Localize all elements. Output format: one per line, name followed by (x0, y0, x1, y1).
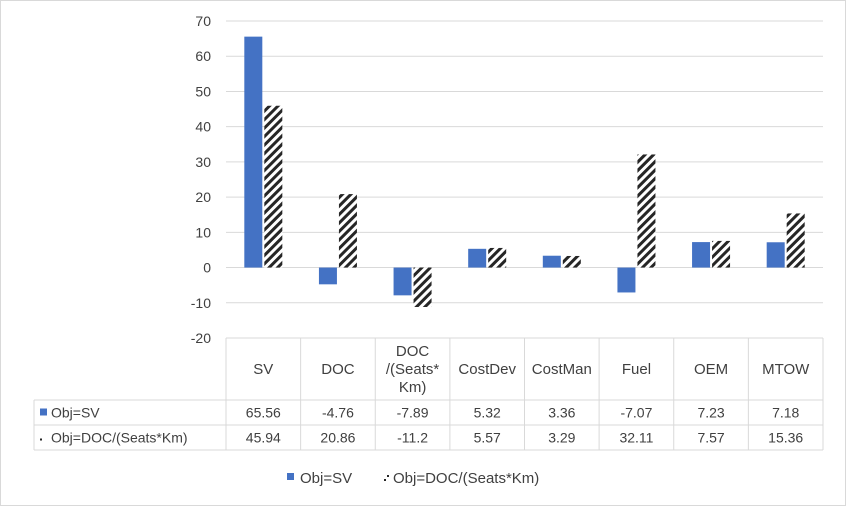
data-table-cell: 3.29 (548, 430, 575, 446)
bar-obj-sv (542, 255, 561, 268)
category-label: SV (253, 361, 273, 378)
data-table-cell: -4.76 (322, 405, 354, 421)
bar-obj-sv (318, 267, 337, 285)
bar-obj-doc (488, 247, 507, 268)
y-tick-label: 10 (195, 224, 211, 240)
y-tick-label: -10 (191, 295, 211, 311)
series-key-obj-doc (40, 438, 42, 441)
y-tick-label: 30 (195, 154, 211, 170)
series-key-obj-sv (40, 408, 47, 416)
bar-obj-sv (468, 248, 487, 268)
data-table-cell: -7.07 (620, 405, 652, 421)
data-table-cell: 3.36 (548, 405, 575, 421)
y-tick-label: -20 (191, 330, 211, 346)
y-tick-label: 60 (195, 48, 211, 64)
data-table-cell: 65.56 (246, 405, 281, 421)
category-label: /(Seats* (386, 361, 440, 378)
category-label: DOC (321, 361, 355, 378)
data-table-cell: -11.2 (397, 430, 428, 446)
data-table-cell: 5.57 (474, 430, 501, 446)
y-axis-ticks: 70 60 50 40 30 20 10 0 -10 -20 (191, 13, 211, 346)
data-table-cell: 15.36 (768, 430, 803, 446)
category-label: CostMan (532, 361, 592, 378)
legend-key-obj-doc (387, 475, 389, 477)
legend-key-obj-doc (384, 479, 386, 481)
legend-key-obj-sv (287, 473, 294, 480)
y-tick-label: 50 (195, 83, 211, 99)
data-table-cell: 45.94 (246, 430, 281, 446)
bar-obj-doc (338, 194, 357, 268)
data-table-cell: 7.57 (697, 430, 724, 446)
legend-label-obj-doc: Obj=DOC/(Seats*Km) (393, 470, 539, 487)
category-label: Km) (399, 379, 427, 396)
y-tick-label: 20 (195, 189, 211, 205)
bar-obj-doc (786, 213, 805, 268)
data-table-cell: -7.89 (397, 405, 429, 421)
y-tick-label: 70 (195, 13, 211, 29)
bar-obj-sv (393, 267, 412, 296)
data-table-cell: 20.86 (320, 430, 355, 446)
data-table-cell: 7.23 (697, 405, 724, 421)
bar-obj-doc (413, 267, 432, 308)
y-tick-label: 0 (203, 260, 211, 276)
legend-label-obj-sv: Obj=SV (300, 470, 352, 487)
data-table-cell: 32.11 (619, 430, 653, 446)
category-label: DOC (396, 343, 430, 360)
bars (244, 36, 805, 308)
bar-obj-doc (264, 105, 283, 268)
series-row-name: Obj=DOC/(Seats*Km) (51, 430, 188, 446)
bar-obj-sv (244, 36, 263, 268)
category-label: MTOW (762, 361, 810, 378)
data-table-cell: 5.32 (474, 405, 501, 421)
data-table-cell: 7.18 (772, 405, 799, 421)
category-label: OEM (694, 361, 728, 378)
gridlines (226, 20, 823, 304)
category-label: Fuel (622, 361, 651, 378)
legend: Obj=SV Obj=DOC/(Seats*Km) (287, 470, 539, 487)
category-label: CostDev (458, 361, 516, 378)
y-tick-label: 40 (195, 119, 211, 135)
series-row-name: Obj=SV (51, 405, 100, 421)
bar-obj-sv (617, 267, 636, 293)
bar-obj-sv (692, 242, 711, 268)
bar-obj-sv (766, 242, 785, 268)
bar-obj-doc (637, 154, 656, 268)
bar-obj-doc (562, 255, 581, 268)
bar-obj-doc (712, 240, 731, 268)
